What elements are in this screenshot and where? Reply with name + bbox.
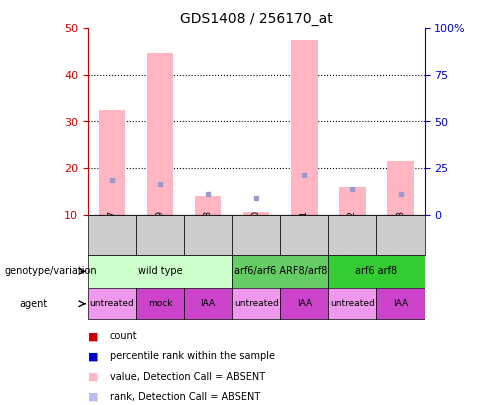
Text: ■: ■: [88, 352, 99, 361]
Bar: [195, 196, 222, 215]
FancyBboxPatch shape: [232, 288, 280, 319]
Text: GSM62693: GSM62693: [396, 210, 405, 260]
Text: IAA: IAA: [393, 299, 408, 308]
Text: genotype/variation: genotype/variation: [5, 266, 98, 276]
FancyBboxPatch shape: [136, 288, 184, 319]
Text: GSM62688: GSM62688: [203, 210, 213, 260]
FancyBboxPatch shape: [88, 288, 136, 319]
Bar: [147, 53, 173, 215]
Text: mock: mock: [148, 299, 172, 308]
FancyBboxPatch shape: [376, 288, 425, 319]
Text: GSM62689: GSM62689: [156, 210, 164, 260]
Bar: [339, 187, 366, 215]
FancyBboxPatch shape: [88, 255, 232, 288]
FancyBboxPatch shape: [184, 288, 232, 319]
Text: IAA: IAA: [201, 299, 216, 308]
Text: arf6/arf6 ARF8/arf8: arf6/arf6 ARF8/arf8: [234, 266, 327, 276]
Text: rank, Detection Call = ABSENT: rank, Detection Call = ABSENT: [110, 392, 260, 402]
Bar: [291, 40, 318, 215]
Text: count: count: [110, 331, 138, 341]
Text: untreated: untreated: [234, 299, 279, 308]
Text: value, Detection Call = ABSENT: value, Detection Call = ABSENT: [110, 372, 265, 382]
Text: IAA: IAA: [297, 299, 312, 308]
Bar: [243, 212, 269, 215]
Text: GSM62692: GSM62692: [348, 211, 357, 259]
Text: GSM62690: GSM62690: [252, 210, 261, 260]
FancyBboxPatch shape: [328, 255, 425, 288]
Text: GSM62691: GSM62691: [300, 210, 309, 260]
Text: untreated: untreated: [330, 299, 375, 308]
Text: ■: ■: [88, 331, 99, 341]
Text: agent: agent: [20, 299, 48, 309]
Text: arf6 arf8: arf6 arf8: [355, 266, 398, 276]
Text: percentile rank within the sample: percentile rank within the sample: [110, 352, 275, 361]
Text: untreated: untreated: [89, 299, 134, 308]
Bar: [99, 110, 125, 215]
Title: GDS1408 / 256170_at: GDS1408 / 256170_at: [180, 12, 333, 26]
Text: ■: ■: [88, 372, 99, 382]
Text: ■: ■: [88, 392, 99, 402]
FancyBboxPatch shape: [328, 288, 376, 319]
Bar: [387, 161, 414, 215]
FancyBboxPatch shape: [232, 255, 328, 288]
Text: wild type: wild type: [138, 266, 183, 276]
FancyBboxPatch shape: [280, 288, 328, 319]
Text: GSM62687: GSM62687: [107, 210, 117, 260]
